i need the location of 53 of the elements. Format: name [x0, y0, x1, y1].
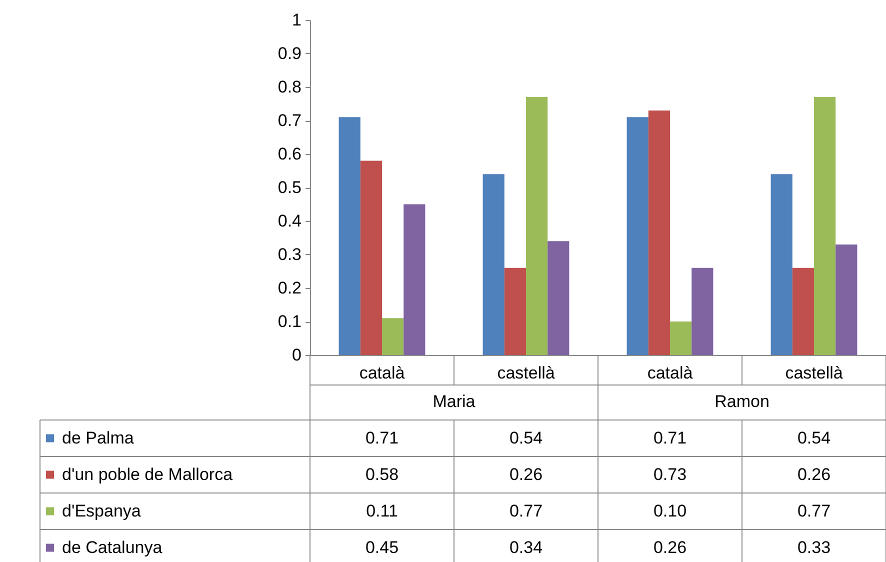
data-label: 0.77	[509, 501, 543, 520]
bar	[338, 117, 360, 355]
bar	[836, 244, 858, 355]
data-label: 0.71	[653, 428, 687, 448]
data-label: 0.10	[653, 501, 687, 520]
bar	[648, 110, 670, 355]
data-label: 0.26	[509, 464, 543, 484]
data-label: 0.77	[797, 501, 831, 520]
y-tick-label: 0	[292, 346, 302, 364]
data-label: 0.71	[365, 428, 399, 448]
y-tick-label: 0.5	[278, 178, 302, 197]
bar	[692, 268, 714, 355]
data-label: 0.33	[797, 538, 831, 557]
y-tick-label: 0.1	[278, 312, 302, 331]
y-tick-label: 0.7	[278, 111, 302, 130]
y-tick-label: 0.4	[278, 212, 302, 230]
data-label: 0.58	[365, 464, 399, 484]
data-label: 0.11	[366, 501, 398, 520]
legend-label: de Catalunya	[62, 538, 163, 557]
x-tick-label: castellà	[497, 364, 556, 382]
bar	[626, 117, 648, 355]
y-tick-label: 0.2	[278, 278, 302, 298]
x-tick-label: català	[359, 364, 406, 382]
y-tick-label: 0.3	[278, 245, 302, 264]
y-tick-label: 0.8	[278, 78, 302, 96]
legend-label: d'Espanya	[62, 501, 142, 520]
data-label: 0.26	[653, 538, 687, 557]
text: Maria	[432, 392, 476, 411]
bar	[382, 318, 404, 355]
bar	[526, 97, 548, 355]
data-label: 0.73	[653, 464, 687, 484]
legend-label: d'un poble de Mallorca	[62, 464, 234, 484]
data-label: 0.26	[797, 464, 831, 484]
x-tick-label: castellà	[785, 364, 844, 382]
bar	[482, 174, 504, 355]
y-tick-label: 0.6	[278, 144, 302, 164]
bar	[770, 174, 792, 355]
legend-label: de Palma	[62, 428, 134, 448]
data-label: 0.54	[509, 428, 543, 448]
y-tick-label: 1	[292, 10, 302, 30]
bar	[670, 322, 692, 355]
bar	[814, 97, 836, 355]
bar	[792, 268, 814, 355]
text: Ramon	[714, 392, 770, 411]
x-tick-label: català	[647, 364, 694, 382]
bar	[504, 268, 526, 355]
bar	[360, 160, 382, 355]
data-label: 0.54	[797, 428, 831, 448]
bar	[548, 241, 570, 355]
data-label: 0.34	[509, 538, 543, 557]
bar	[404, 204, 426, 355]
y-tick-label: 0.9	[278, 44, 302, 63]
data-label: 0.45	[365, 538, 399, 557]
